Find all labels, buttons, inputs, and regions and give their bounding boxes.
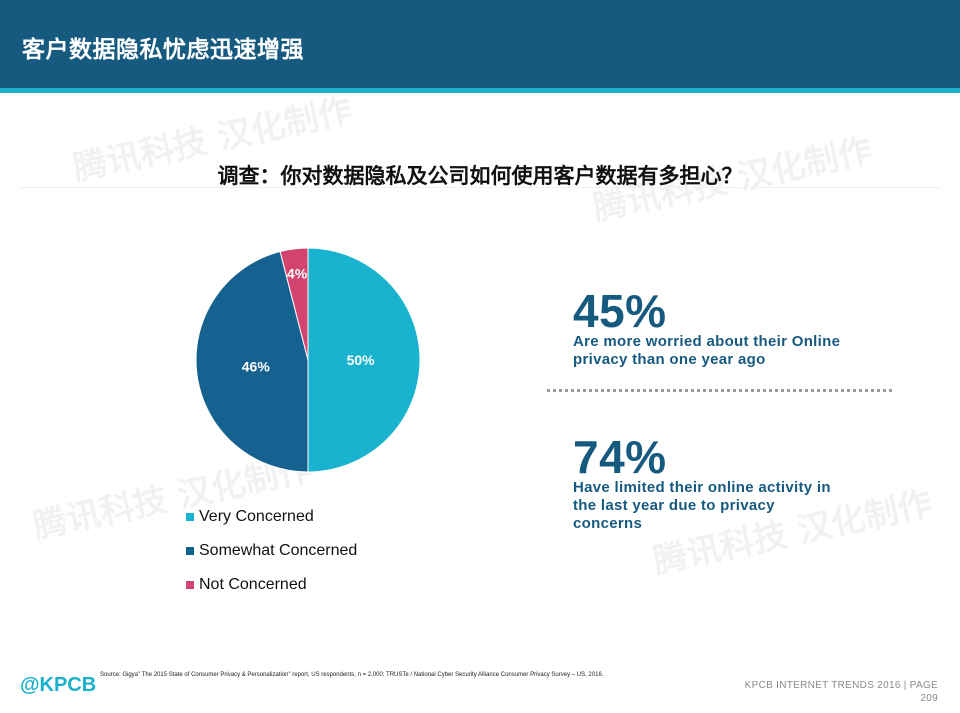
pie-slice-label: 46%: [242, 359, 271, 375]
page-number: 209: [920, 693, 938, 704]
legend-label: Not Concerned: [199, 576, 307, 593]
stat-value: 45%: [573, 285, 667, 337]
pie-chart: 50% 46% 4%: [195, 247, 421, 473]
legend-label: Somewhat Concerned: [199, 542, 358, 559]
stat-block: 74% Have limited their online activity i…: [573, 431, 843, 533]
pie-slice-not-concerned: [279, 247, 309, 361]
dotted-divider: [547, 389, 892, 392]
stat-description: Are more worried about their Online priv…: [573, 333, 841, 368]
page-title: 客户数据隐私忧虑迅速增强: [22, 37, 304, 63]
stat-block: 45% Are more worried about their Online …: [573, 285, 843, 369]
header-accent-line: [0, 88, 960, 93]
legend-item: Very Concerned: [186, 500, 357, 534]
legend-swatch: [186, 513, 194, 521]
footer: KPCB INTERNET TRENDS 2016 | PAGE 209: [745, 679, 938, 705]
pie-slice-label: 50%: [347, 352, 376, 368]
pie-slice-label: 4%: [287, 265, 308, 281]
legend-swatch: [186, 581, 194, 589]
pie-slice-very-concerned: [307, 247, 421, 473]
survey-question: 调查：你对数据隐私及公司如何使用客户数据有多担心？: [217, 164, 743, 188]
chart-legend: Very Concerned Somewhat Concerned Not Conc…: [186, 500, 357, 602]
divider: [20, 187, 940, 188]
legend-swatch: [186, 547, 194, 555]
kpcb-logo: @KPCB: [20, 674, 97, 696]
header-bar: 客户数据隐私忧虑迅速增强: [0, 0, 960, 88]
pie-slice-somewhat-concerned: [195, 250, 309, 473]
footer-label: KPCB INTERNET TRENDS 2016 | PAGE: [744, 680, 938, 691]
legend-item: Somewhat Concerned: [186, 534, 357, 568]
stat-value: 74%: [573, 431, 667, 483]
legend-label: Very Concerned: [199, 508, 314, 525]
source-note: Source: Gigya" The 2015 State of Consume…: [100, 672, 604, 678]
stat-description: Have limited their online activity in th…: [573, 479, 831, 532]
legend-item: Not Concerned: [186, 568, 357, 602]
